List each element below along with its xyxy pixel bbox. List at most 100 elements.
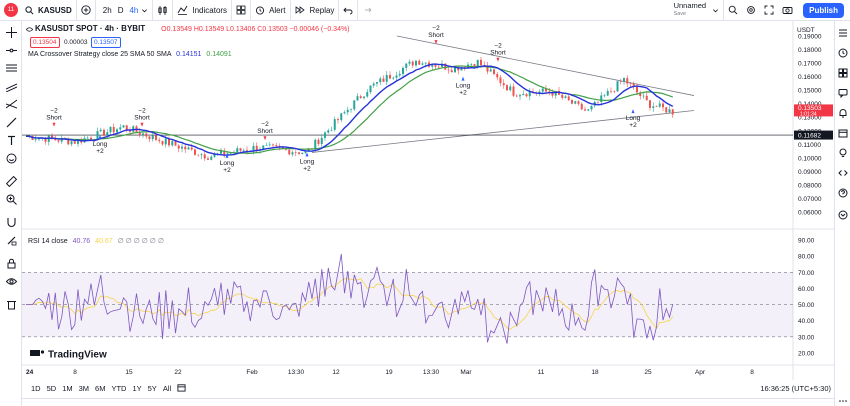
snapshot-button[interactable] bbox=[778, 0, 797, 21]
range-6m[interactable]: 6M bbox=[95, 383, 106, 393]
signal-short-label: Short bbox=[257, 128, 273, 135]
sell-price-box[interactable]: 0.13504 bbox=[30, 37, 60, 48]
chart-area[interactable]: −2 Short Long +2 −2 Short Long +2 −2 Short Long +2−… bbox=[22, 21, 834, 382]
signal-long-size: +2 bbox=[303, 165, 311, 172]
candle-body bbox=[363, 96, 365, 98]
eye-icon[interactable] bbox=[25, 26, 34, 33]
sell-arrow-icon bbox=[140, 122, 144, 127]
alert-button[interactable]: Alert bbox=[251, 0, 291, 21]
rsi-ma-value: 40.67 bbox=[95, 238, 113, 245]
candle-body bbox=[359, 96, 362, 98]
candle-body bbox=[567, 96, 570, 101]
range-1m[interactable]: 1M bbox=[62, 383, 73, 393]
hide-drawings-tool[interactable] bbox=[4, 274, 18, 288]
lock-tool[interactable] bbox=[4, 256, 18, 270]
settings-button[interactable] bbox=[742, 0, 760, 21]
layouts-button[interactable] bbox=[232, 0, 252, 21]
collapse-panel-button[interactable] bbox=[837, 209, 849, 221]
ideas-button[interactable] bbox=[837, 147, 849, 159]
undo-icon bbox=[343, 7, 353, 15]
time-tick-label: 25 bbox=[644, 369, 652, 376]
remove-drawings-tool[interactable] bbox=[4, 297, 18, 311]
candle-body bbox=[437, 66, 440, 68]
candle-body bbox=[486, 65, 489, 72]
lock-drawings-tool[interactable] bbox=[4, 233, 18, 247]
undo-button[interactable] bbox=[339, 0, 359, 21]
text-tool[interactable] bbox=[4, 133, 18, 147]
candle-body bbox=[418, 60, 421, 65]
chart-type-button[interactable] bbox=[153, 0, 174, 21]
signal-long-size: +2 bbox=[96, 148, 104, 155]
interval-4h[interactable]: 4h bbox=[129, 5, 139, 15]
quick-search-button[interactable] bbox=[724, 0, 742, 21]
brush-icon bbox=[6, 117, 16, 127]
magnet-tool[interactable] bbox=[4, 215, 18, 229]
hline-price-label: 0.11682 bbox=[798, 133, 821, 140]
buy-price-box[interactable]: 0.13507 bbox=[91, 37, 121, 48]
candle-body bbox=[226, 153, 229, 155]
range-ytd[interactable]: YTD bbox=[111, 383, 127, 393]
go-to-date-button[interactable] bbox=[174, 383, 189, 394]
range-5y[interactable]: 5Y bbox=[147, 383, 157, 393]
compare-symbol-button[interactable] bbox=[77, 0, 96, 21]
candle-body bbox=[671, 109, 674, 115]
brush-tool[interactable] bbox=[4, 115, 18, 129]
crosshair-tool[interactable] bbox=[4, 25, 18, 39]
fib-tool[interactable] bbox=[4, 61, 18, 75]
candle-body bbox=[564, 96, 567, 98]
interval-2h[interactable]: 2h bbox=[102, 5, 112, 15]
replay-button[interactable]: Replay bbox=[291, 0, 340, 21]
range-5d[interactable]: 5D bbox=[46, 383, 57, 393]
candle-body bbox=[246, 150, 248, 152]
range-1y[interactable]: 1Y bbox=[132, 383, 142, 393]
interval-d[interactable]: D bbox=[117, 5, 124, 15]
candle-body bbox=[558, 91, 560, 95]
calendar-button[interactable] bbox=[837, 127, 849, 139]
range-all[interactable]: All bbox=[162, 383, 172, 393]
zoom-tool[interactable] bbox=[4, 192, 18, 206]
trendline-tool[interactable] bbox=[4, 43, 18, 57]
watchlist-button[interactable] bbox=[837, 27, 849, 39]
candle-body bbox=[645, 95, 648, 101]
publish-button[interactable]: Publish bbox=[803, 2, 844, 18]
alert-label: Alert bbox=[269, 5, 286, 15]
chat-button[interactable] bbox=[837, 87, 849, 99]
more-button[interactable] bbox=[837, 395, 849, 406]
price-tick-label: 0.06000 bbox=[798, 210, 822, 217]
symbol-name: KASUSD bbox=[38, 5, 72, 15]
chevron-down-icon[interactable] bbox=[141, 7, 148, 14]
symbol-search[interactable]: KASUSD bbox=[21, 0, 77, 21]
projection-tool[interactable] bbox=[4, 97, 18, 111]
pattern-tool[interactable] bbox=[4, 79, 18, 93]
alerts-panel-button[interactable] bbox=[837, 47, 849, 59]
ruler-tool[interactable] bbox=[4, 174, 18, 188]
notifications-button[interactable] bbox=[837, 107, 849, 119]
candle-body bbox=[187, 147, 190, 150]
candle-body bbox=[382, 78, 385, 82]
candle-body bbox=[541, 88, 544, 92]
clock-timezone[interactable]: 16:36:25 (UTC+5:30) bbox=[760, 383, 831, 393]
signal-short-size: −2 bbox=[50, 108, 58, 115]
candle-body bbox=[242, 150, 245, 151]
data-window-button[interactable] bbox=[837, 67, 849, 79]
candle-body bbox=[288, 149, 291, 155]
signal-short-size: −2 bbox=[432, 25, 440, 32]
text-icon bbox=[7, 135, 15, 145]
chevron-down-icon bbox=[713, 8, 719, 12]
candle-body bbox=[392, 77, 395, 79]
candle-body bbox=[275, 145, 278, 147]
help-button[interactable] bbox=[837, 187, 849, 199]
redo-button[interactable] bbox=[358, 0, 376, 21]
range-1d[interactable]: 1D bbox=[31, 383, 41, 393]
chart-canvas[interactable]: −2ShortLong+2−2ShortLong+2−2ShortLong+2−… bbox=[22, 21, 834, 380]
range-3m[interactable]: 3M bbox=[78, 383, 90, 393]
indicators-button[interactable]: Indicators bbox=[173, 0, 233, 21]
emoji-tool[interactable] bbox=[4, 151, 18, 165]
candle-body bbox=[99, 129, 102, 132]
pine-editor-button[interactable] bbox=[837, 167, 849, 179]
fullscreen-button[interactable] bbox=[760, 0, 778, 21]
sell-arrow-icon bbox=[263, 136, 267, 141]
candle-body bbox=[369, 85, 372, 93]
user-avatar[interactable]: 11 bbox=[4, 3, 18, 17]
layout-name-button[interactable]: Unnamed Save bbox=[666, 0, 725, 21]
